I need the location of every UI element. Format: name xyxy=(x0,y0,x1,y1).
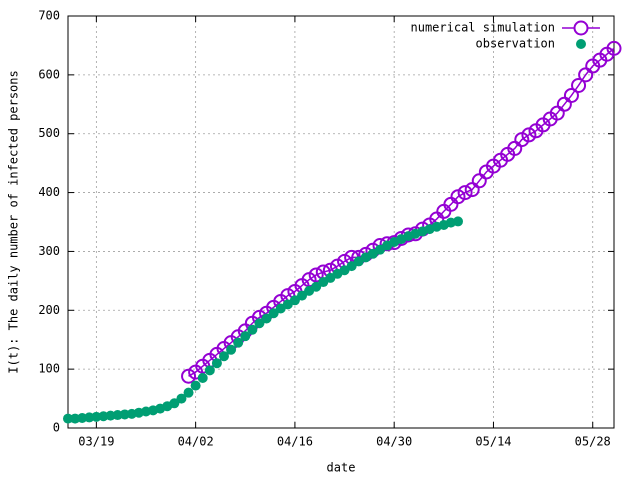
y-tick-label: 100 xyxy=(38,362,60,376)
data-point xyxy=(457,185,473,201)
data-point xyxy=(183,387,194,398)
x-tick-label: 05/28 xyxy=(575,435,611,449)
x-tick-label: 05/14 xyxy=(475,435,511,449)
x-tick-label: 04/30 xyxy=(376,435,412,449)
y-tick-label: 600 xyxy=(38,67,60,81)
y-axis-label: I(t): The daily number of infected perso… xyxy=(7,70,21,373)
data-point xyxy=(247,324,258,335)
legend-marker xyxy=(573,20,589,36)
data-point xyxy=(453,216,463,227)
x-axis-label: date xyxy=(327,461,356,475)
data-point xyxy=(261,313,272,324)
data-point xyxy=(297,290,307,301)
x-tick-label: 04/02 xyxy=(178,435,214,449)
data-point xyxy=(211,358,222,369)
y-tick-label: 300 xyxy=(38,244,60,258)
legend-label: numerical simulation xyxy=(411,21,556,35)
y-tick-label: 700 xyxy=(38,9,60,23)
data-point xyxy=(311,281,322,292)
data-point xyxy=(289,295,300,306)
data-point xyxy=(197,372,208,383)
data-point xyxy=(169,398,180,409)
data-point xyxy=(233,337,244,348)
y-tick-label: 0 xyxy=(53,421,60,435)
data-point xyxy=(346,261,357,272)
data-point xyxy=(63,413,73,424)
data-point xyxy=(563,87,579,103)
data-point xyxy=(204,365,215,376)
legend-label: observation xyxy=(476,37,555,51)
data-point xyxy=(226,344,237,355)
data-point xyxy=(571,77,587,93)
x-tick-label: 04/16 xyxy=(277,435,313,449)
y-tick-label: 400 xyxy=(38,185,60,199)
data-point xyxy=(268,308,279,319)
data-point xyxy=(219,351,229,362)
data-point xyxy=(176,393,187,404)
y-tick-label: 200 xyxy=(38,303,60,317)
data-point xyxy=(190,380,201,391)
y-tick-label: 500 xyxy=(38,126,60,140)
data-point xyxy=(308,267,324,283)
data-point xyxy=(254,318,265,329)
legend-marker xyxy=(576,39,586,49)
plot-border xyxy=(67,15,615,429)
data-point xyxy=(240,331,251,342)
data-point xyxy=(606,40,622,56)
x-tick-label: 03/19 xyxy=(78,435,114,449)
